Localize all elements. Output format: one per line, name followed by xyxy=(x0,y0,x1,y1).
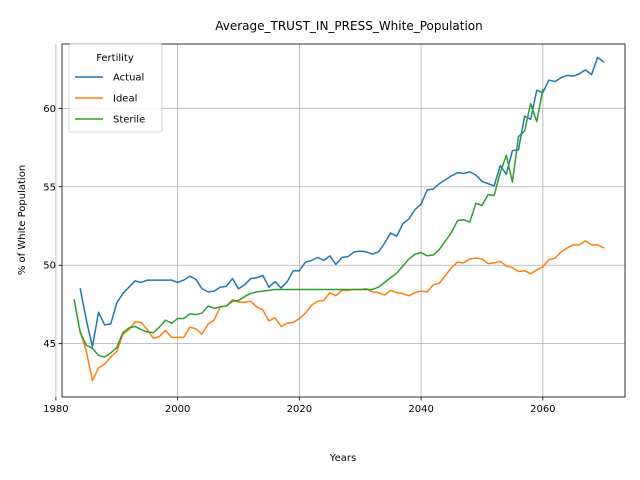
x-tick-label: 2040 xyxy=(408,404,433,415)
x-tick-label: 2000 xyxy=(165,404,190,415)
legend-label-actual: Actual xyxy=(113,73,144,84)
x-axis-label: Years xyxy=(329,453,356,464)
y-tick-label: 60 xyxy=(43,104,56,115)
x-tick-label: 2020 xyxy=(287,404,312,415)
series-layer xyxy=(73,56,605,382)
axis-ticks: 1980 2000 2020 2040 2060 45 50 55 60 xyxy=(43,104,555,415)
series-line-ideal xyxy=(79,240,605,382)
y-tick-label: 55 xyxy=(43,182,56,193)
legend-label-sterile: Sterile xyxy=(113,115,145,126)
legend-label-ideal: Ideal xyxy=(113,94,137,105)
y-tick-label: 45 xyxy=(43,339,56,350)
y-axis-label: % of White Population xyxy=(17,165,28,275)
legend-title: Fertility xyxy=(96,53,134,64)
chart-title: Average_TRUST_IN_PRESS_White_Population xyxy=(215,19,483,33)
y-tick-label: 50 xyxy=(43,261,56,272)
plot-frame xyxy=(61,43,626,398)
series-line-sterile xyxy=(73,88,544,358)
x-tick-label: 1980 xyxy=(43,404,68,415)
x-tick-label: 2060 xyxy=(530,404,555,415)
legend-box xyxy=(68,43,163,133)
legend: Fertility Actual Ideal Sterile xyxy=(68,43,163,133)
